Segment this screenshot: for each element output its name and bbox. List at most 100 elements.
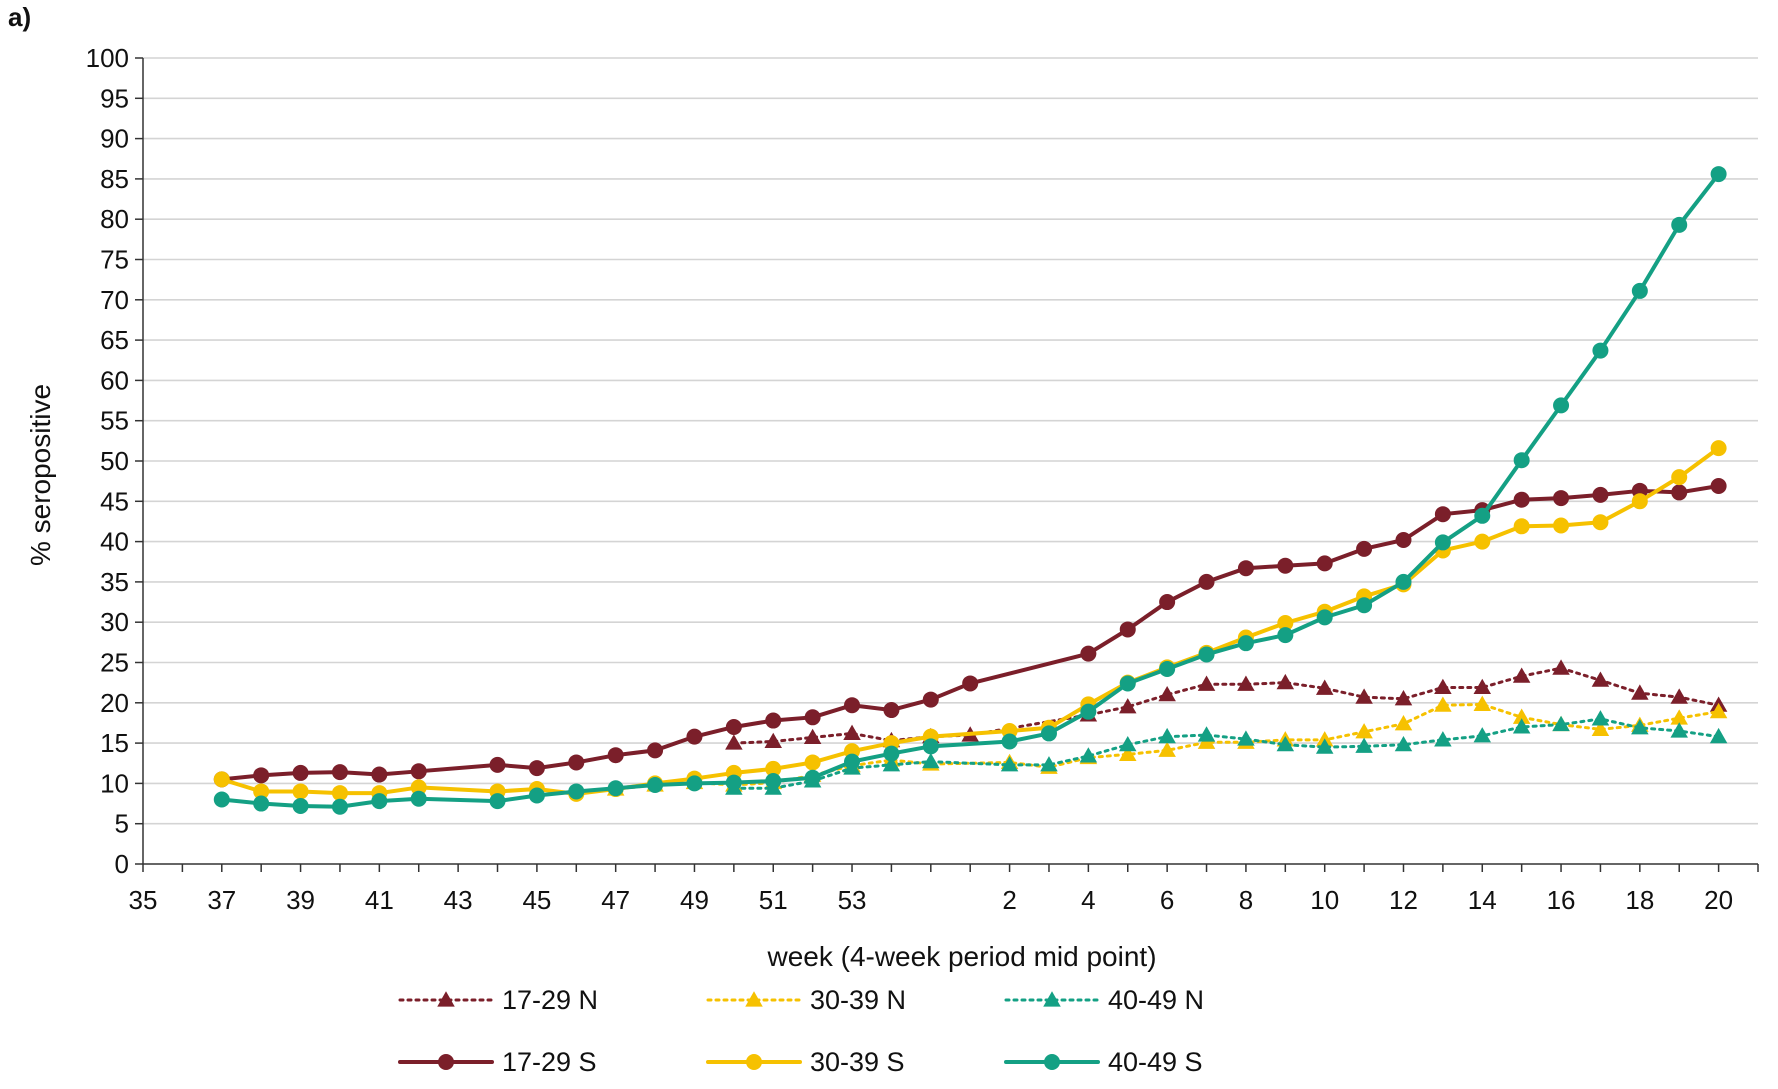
x-tick-label: 37 [207,885,236,915]
data-point-marker [1434,534,1451,551]
data-point-marker [1315,679,1334,695]
data-point-marker [765,772,782,789]
data-point-marker [1355,723,1373,739]
data-point-marker [1591,720,1610,736]
data-point-marker [1043,991,1061,1007]
data-point-marker [1592,514,1609,531]
data-point-marker [1513,518,1530,535]
data-point-marker [1159,660,1176,677]
y-tick-label: 40 [100,527,129,557]
data-point-marker [1277,557,1294,574]
x-tick-label: 43 [444,885,473,915]
data-point-marker [1434,506,1451,523]
data-point-marker [922,752,940,769]
x-tick-label: 39 [286,885,315,915]
legend-item: 30-39 S [706,1047,905,1077]
x-tick-label: 35 [129,885,158,915]
data-point-marker [410,790,427,807]
data-point-marker [1474,507,1491,524]
data-point-marker [1277,615,1294,632]
data-point-marker [1197,675,1216,691]
data-point-marker [1119,675,1136,692]
y-tick-label: 85 [100,164,129,194]
data-point-marker [804,709,821,726]
data-point-marker [1394,690,1413,706]
y-tick-label: 30 [100,607,129,637]
y-tick-label: 70 [100,285,129,315]
y-tick-label: 35 [100,567,129,597]
x-tick-label: 2 [1002,885,1016,915]
legend-label: 40-49 S [1108,1047,1203,1077]
data-point-marker [331,785,348,802]
x-tick-label: 41 [365,885,394,915]
y-tick-label: 0 [115,849,129,879]
legend-label: 30-39 S [810,1047,905,1077]
y-tick-label: 55 [100,406,129,436]
y-tick-label: 5 [115,809,129,839]
data-point-marker [213,791,230,808]
data-point-marker [410,763,427,780]
legend-label: 30-39 N [810,985,906,1015]
data-point-marker [883,702,900,719]
data-point-marker [804,754,821,771]
data-point-marker [1394,715,1413,731]
y-tick-label: 65 [100,325,129,355]
data-point-marker [922,738,939,755]
data-point-marker [489,793,506,810]
data-point-marker [1631,684,1649,700]
data-point-marker [1198,646,1215,663]
data-point-marker [1356,540,1373,557]
legend-item: 17-29 S [398,1047,597,1077]
data-point-marker [1198,573,1215,590]
data-point-marker [1395,531,1412,548]
data-point-marker [1119,735,1137,752]
data-point-marker [1513,491,1530,508]
data-point-marker [1709,727,1728,744]
data-point-marker [647,742,664,759]
data-point-marker [1474,533,1491,550]
data-point-marker [746,1054,762,1070]
data-point-marker [1710,166,1727,183]
data-point-marker [1552,659,1570,675]
y-tick-label: 60 [100,365,129,395]
data-point-marker [1553,397,1570,414]
data-point-marker [1670,709,1688,725]
data-point-marker [253,795,270,812]
data-point-marker [410,779,427,796]
data-point-marker [1710,477,1727,494]
data-point-marker [647,777,664,794]
data-point-marker [1079,747,1098,763]
data-point-marker [1473,695,1492,711]
y-tick-label: 20 [100,688,129,718]
data-point-marker [1040,725,1057,742]
data-point-marker [1119,698,1137,714]
data-point-marker [253,783,270,800]
data-point-marker [1434,731,1452,747]
axes: 0 5 10 15 20 25 30 35 40 45 50 55 60 65 70 75 80 85 90 95 10… [86,43,1759,915]
data-point-marker [1395,573,1412,590]
data-point-marker [962,675,979,692]
series-line [219,172,1721,809]
legend-item: 40-49 S [1004,1047,1203,1077]
x-tick-label: 6 [1160,885,1174,915]
data-point-marker [1000,756,1019,772]
panel-label: a) [8,2,32,32]
x-tick-label: 18 [1625,885,1654,915]
data-point-marker [331,764,348,781]
data-point-marker [1316,555,1333,572]
data-point-marker [1159,594,1176,611]
data-point-marker [725,734,743,750]
data-point-marker [213,771,230,788]
data-point-marker [1158,741,1176,757]
legend-label: 40-49 N [1108,985,1204,1015]
x-tick-label: 10 [1310,885,1339,915]
data-point-marker [1552,715,1570,732]
data-point-marker [1315,738,1334,754]
legend-item: 17-29 N [398,985,598,1015]
data-point-marker [568,754,585,771]
data-point-marker [725,774,742,791]
data-point-marker [1237,560,1254,577]
data-point-marker [1356,597,1373,614]
data-point-marker [1040,756,1058,772]
